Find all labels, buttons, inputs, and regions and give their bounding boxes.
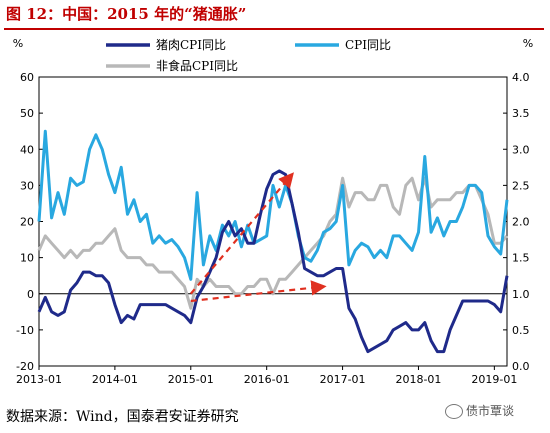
x-axis-ticks: 2013-01 2014-01 2015-01 2016-01 2017-01 2018-… (16, 366, 517, 386)
left-tick-label: 20 (20, 216, 34, 229)
right-tick-label: 3.5 (512, 107, 530, 120)
x-tick-label: 2016-01 (244, 373, 290, 386)
left-tick-label: 50 (20, 107, 34, 120)
x-tick-label: 2013-01 (16, 373, 62, 386)
x-tick-label: 2015-01 (168, 373, 214, 386)
watermark: 债市覃谈 (445, 402, 514, 419)
title-rule (4, 28, 544, 30)
series-layer (37, 129, 509, 354)
right-tick-label: 0.0 (512, 360, 530, 373)
watermark-text: 债市覃谈 (466, 404, 515, 418)
legend-label-1: CPI同比 (345, 38, 391, 52)
x-tick-label: 2014-01 (92, 373, 138, 386)
wechat-icon (445, 404, 463, 419)
right-tick-label: 0.5 (512, 324, 530, 337)
legend-label-0: 猪肉CPI同比 (156, 38, 226, 52)
x-tick-label: 2017-01 (320, 373, 366, 386)
left-tick-label: -10 (16, 324, 34, 337)
right-tick-label: 4.0 (512, 71, 530, 84)
trend-arrow-1 (190, 280, 327, 303)
right-tick-label: 2.5 (512, 179, 530, 192)
series-line-1 (37, 129, 509, 281)
source-note: 数据来源：Wind，国泰君安证券研究 (6, 409, 239, 425)
right-tick-label: 3.0 (512, 143, 530, 156)
x-tick-label: 2018-01 (395, 373, 441, 386)
x-tick-label: 2019-01 (471, 373, 517, 386)
left-tick-label: 30 (20, 179, 34, 192)
right-tick-label: 1.0 (512, 288, 530, 301)
series-line-0 (37, 169, 509, 354)
annotation-layer (189, 172, 327, 303)
right-axis-ticks: 0.0 0.5 1.0 1.5 2.0 2.5 3.0 3.5 4.0 (503, 71, 530, 373)
left-axis-unit: % (13, 37, 23, 50)
legend-label-2: 非食品CPI同比 (156, 58, 238, 73)
right-tick-label: 1.5 (512, 252, 530, 265)
left-tick-label: 60 (20, 71, 34, 84)
left-tick-label: 40 (20, 143, 34, 156)
left-tick-label: 10 (20, 252, 34, 265)
left-axis-ticks: -20 -10 0 10 20 30 40 50 60 (16, 71, 43, 373)
chart-title: 图 12：中国：2015 年的“猪通胀” (6, 5, 247, 23)
left-tick-label: -20 (16, 360, 34, 373)
right-axis-unit: % (523, 37, 533, 50)
left-tick-label: 0 (27, 288, 34, 301)
trend-arrow-0 (189, 172, 294, 295)
right-tick-label: 2.0 (512, 216, 530, 229)
